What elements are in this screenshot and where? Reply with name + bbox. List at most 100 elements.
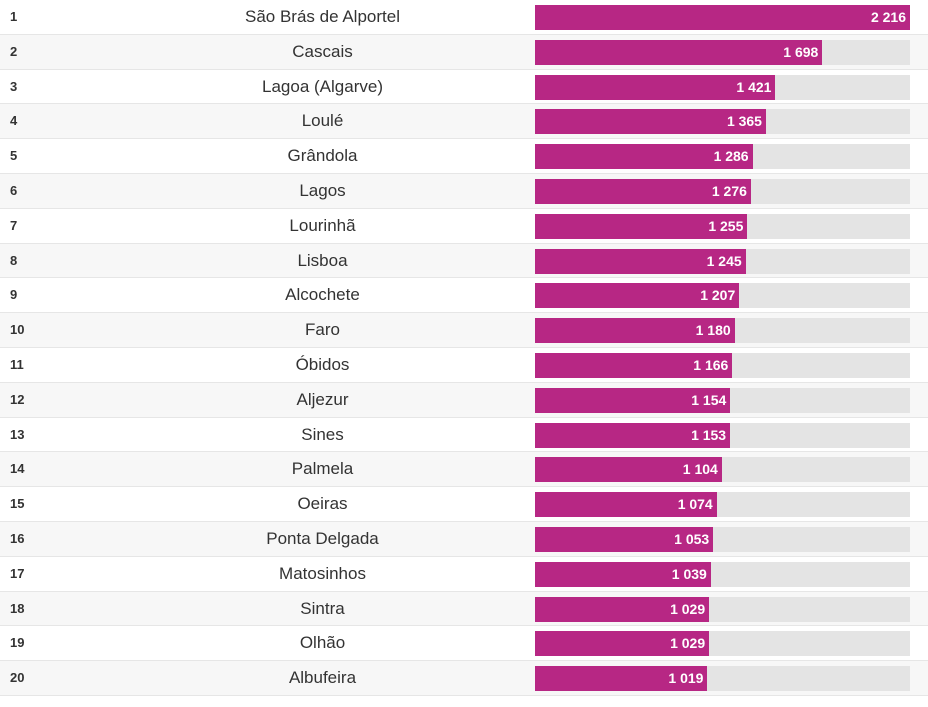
value-bar: 2 216 [535,5,910,30]
municipality-name: Sintra [300,598,345,618]
bar-track: 1 207 [535,283,910,309]
bar-track: 1 029 [535,631,910,657]
table-row: 13 Sines 1 153 [0,418,928,453]
bar-track: 1 365 [535,109,910,135]
value-label: 1 029 [670,600,706,617]
bar-track: 1 421 [535,74,910,100]
table-row: 8 Lisboa 1 245 [0,243,928,279]
value-label: 2 216 [870,9,906,25]
rank-label: 16 [10,530,25,546]
table-row: 16 Ponta Delgada 1 053 [0,521,928,557]
value-label: 1 365 [726,113,762,130]
table-row: 17 Matosinhos 1 039 [0,557,928,592]
municipality-name: Loulé [301,111,344,131]
table-row: 9 Alcochete 1 207 [0,278,928,314]
value-bar: 1 053 [535,526,714,552]
value-bar: 1 154 [535,387,731,413]
value-bar: 1 180 [535,318,735,344]
value-bar: 1 039 [535,561,711,587]
rank-label: 1 [10,9,18,24]
bar-track: 1 053 [535,526,910,552]
rank-label: 3 [10,78,18,94]
municipality-name: Óbidos [295,354,350,374]
value-label: 1 019 [668,670,704,687]
value-bar: 1 153 [535,422,731,448]
bar-track: 1 698 [535,39,910,65]
value-bar: 1 365 [535,109,766,135]
table-row: 15 Oeiras 1 074 [0,487,928,522]
rank-label: 13 [10,426,25,442]
value-bar: 1 074 [535,492,717,518]
value-label: 1 074 [677,496,713,513]
table-row: 4 Loulé 1 365 [0,104,928,140]
table-row: 3 Lagoa (Algarve) 1 421 [0,70,928,105]
bar-track: 1 276 [535,178,910,204]
table-row: 5 Grândola 1 286 [0,139,928,174]
table-row: 7 Lourinhã 1 255 [0,209,928,244]
value-bar: 1 286 [535,144,753,170]
rank-label: 10 [10,322,25,338]
bar-track: 1 154 [535,387,910,413]
value-label: 1 276 [711,182,747,199]
bar-track: 1 286 [535,144,910,170]
municipality-name: Sines [301,424,344,444]
rank-label: 7 [10,217,18,233]
value-bar: 1 166 [535,352,733,378]
municipality-name: São Brás de Alportel [245,7,400,26]
value-label: 1 039 [671,565,707,582]
value-label: 1 255 [708,217,744,234]
value-bar: 1 245 [535,248,746,274]
bar-track: 1 039 [535,561,910,587]
value-bar: 1 421 [535,74,776,100]
municipality-name: Alcochete [285,285,360,305]
rank-label: 20 [10,670,25,686]
table-row: 19 Olhão 1 029 [0,626,928,662]
municipality-name: Cascais [292,41,353,61]
municipality-name: Matosinhos [279,563,366,583]
table-row: 14 Palmela 1 104 [0,452,928,488]
municipality-name: Olhão [299,633,346,653]
bar-track: 1 029 [535,596,910,622]
municipality-name: Aljezur [296,389,349,409]
value-label: 1 286 [713,148,749,165]
municipality-name: Faro [305,320,340,340]
rank-label: 15 [10,496,25,512]
municipality-name: Grândola [287,146,358,166]
value-label: 1 029 [670,635,706,652]
bar-track: 1 019 [535,666,910,692]
bar-track: 1 074 [535,492,910,518]
table-row: 12 Aljezur 1 154 [0,382,928,418]
rank-label: 4 [10,113,18,129]
value-bar: 1 019 [535,666,708,692]
rank-label: 9 [10,287,18,303]
bar-track: 1 153 [535,422,910,448]
table-row: 6 Lagos 1 276 [0,173,928,209]
municipality-name: Lagos [299,180,346,200]
value-bar: 1 104 [535,457,722,483]
bar-track: 1 104 [535,457,910,483]
value-bar: 1 255 [535,213,748,239]
rank-label: 8 [10,252,18,268]
municipality-name: Palmela [291,459,354,479]
value-label: 1 421 [736,78,772,95]
value-bar: 1 207 [535,283,740,309]
rank-label: 18 [10,600,25,616]
rank-label: 11 [10,356,24,372]
value-label: 1 698 [783,43,819,60]
table-row: 11 Óbidos 1 166 [0,348,928,383]
bar-track: 1 166 [535,352,910,378]
rank-label: 19 [10,635,25,651]
rank-label: 12 [10,391,25,407]
value-label: 1 166 [693,356,729,373]
value-label: 1 154 [691,391,727,408]
bar-track: 1 255 [535,213,910,239]
bar-track: 1 180 [535,318,910,344]
table-row: 1 São Brás de Alportel 2 216 [0,0,928,35]
municipality-name: Lourinhã [289,215,356,235]
table-row: 20 Albufeira 1 019 [0,661,928,696]
value-label: 1 245 [706,252,742,269]
municipality-name: Lagoa (Algarve) [262,76,383,96]
bar-track: 2 216 [535,5,910,30]
table-row: 2 Cascais 1 698 [0,34,928,70]
